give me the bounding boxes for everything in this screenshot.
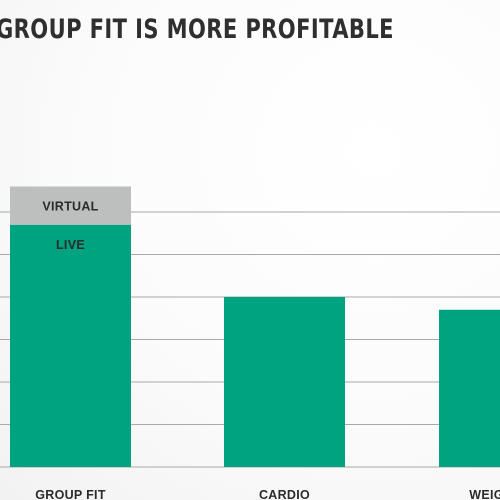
segment-label-virtual: VIRTUAL bbox=[42, 200, 98, 214]
segment-label-live: LIVE bbox=[56, 238, 85, 252]
x-tick-label: CARDIO bbox=[259, 488, 310, 500]
bar-live-weights bbox=[439, 309, 500, 467]
bar-virtual-group-fit bbox=[10, 186, 131, 225]
x-tick-label: GROUP FIT bbox=[35, 488, 106, 500]
bar-live-cardio bbox=[224, 297, 345, 467]
chart-title: GROUP FIT IS MORE PROFITABLE PER M bbox=[0, 14, 402, 45]
x-tick-label: WEIGHTS bbox=[469, 488, 500, 500]
bars bbox=[10, 186, 500, 467]
bar-live-group-fit bbox=[10, 224, 131, 467]
labels: LIVE VIRTUAL GROUP FIT CARDIO WEIGHTS bbox=[35, 200, 500, 500]
